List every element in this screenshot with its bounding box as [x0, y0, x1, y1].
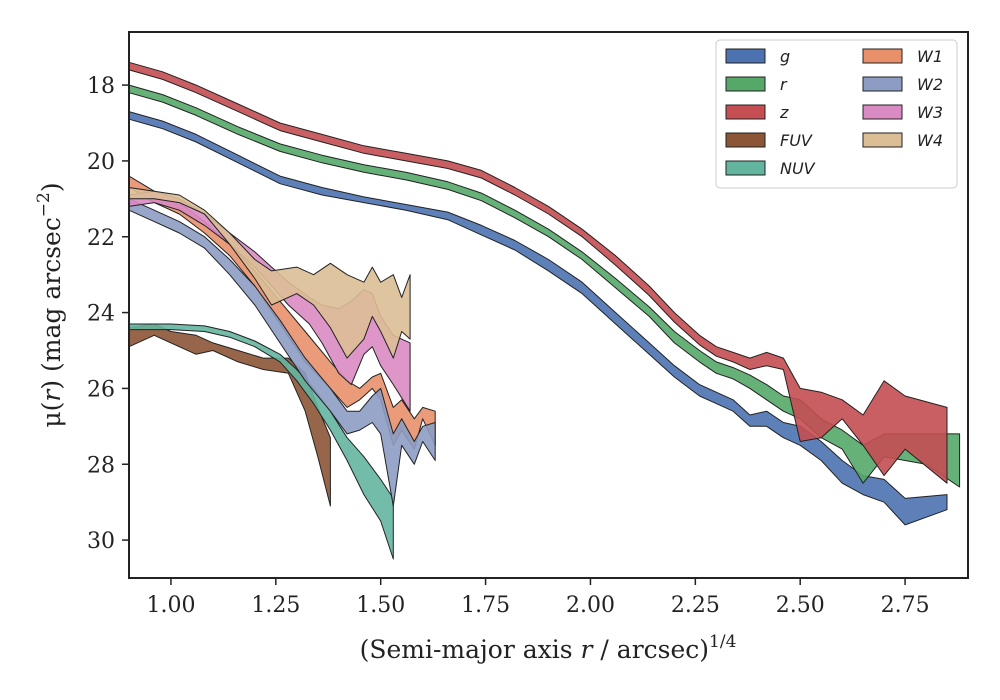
legend-swatch [725, 132, 766, 148]
legend-item-nuv: NUV [725, 159, 816, 178]
series-band-g [128, 111, 948, 526]
legend-item-z: z [725, 103, 789, 122]
legend-swatch [725, 104, 766, 120]
y-axis-label: μ(r) (mag arcsec−2) [34, 182, 66, 427]
legend-item-r: r [725, 75, 788, 94]
legend-label: W4 [917, 131, 943, 150]
legend-label: NUV [780, 159, 816, 178]
y-tick-label: 28 [87, 453, 115, 478]
legend-item-g: g [725, 47, 790, 66]
y-tick-label: 24 [87, 302, 115, 327]
legend-swatch [862, 104, 903, 120]
x-tick-label: 1.75 [461, 593, 510, 618]
legend-items: grz FUV NUV W1 W2 W3 W4 [725, 47, 943, 178]
legend-label: FUV [780, 131, 813, 150]
legend-label: W2 [917, 75, 943, 94]
series-band-w4 [128, 187, 411, 359]
x-tick-label: 1.00 [146, 593, 195, 618]
series-band-nuv [128, 323, 394, 560]
y-tick-label: 18 [87, 74, 115, 99]
legend-label: r [780, 75, 788, 94]
y-tick-label: 30 [87, 529, 115, 554]
x-tick-label: 1.25 [251, 593, 300, 618]
legend-label: z [779, 103, 789, 122]
x-axis-ticks: 1.00 1.25 1.50 1.75 2.00 2.25 2.50 2.75 [146, 578, 930, 618]
plot-frame [128, 31, 969, 579]
x-tick-label: 1.50 [356, 593, 405, 618]
y-tick-label: 20 [87, 150, 115, 175]
legend-item-w2: W2 [862, 75, 943, 94]
legend-swatch [862, 132, 903, 148]
y-tick-label: 22 [87, 226, 115, 251]
legend-swatch [725, 160, 766, 176]
y-axis-ticks: 18 20 22 24 26 28 30 [87, 74, 129, 554]
legend-swatch [862, 76, 903, 92]
legend-item-w1: W1 [862, 47, 943, 66]
x-tick-label: 2.25 [671, 593, 720, 618]
x-tick-label: 2.00 [566, 593, 615, 618]
legend-swatch [725, 76, 766, 92]
series-band-z [128, 61, 948, 484]
legend-label: W1 [917, 47, 943, 66]
legend-item-w3: W3 [862, 103, 943, 122]
y-tick-label: 26 [87, 377, 115, 402]
series-band-r [128, 84, 961, 488]
legend-swatch [862, 48, 903, 64]
legend: grz FUV NUV W1 W2 W3 W4 [715, 39, 958, 189]
legend-swatch [725, 48, 766, 64]
x-axis-label: (Semi-major axis r / arcsec)1/4 [360, 632, 737, 664]
x-tick-label: 2.50 [776, 593, 825, 618]
series-band-w2 [128, 198, 436, 507]
series-layer [128, 61, 961, 560]
x-tick-label: 2.75 [881, 593, 930, 618]
legend-label: g [780, 47, 790, 66]
legend-item-w4: W4 [862, 131, 943, 150]
legend-item-fuv: FUV [725, 131, 813, 150]
series-band-fuv [128, 323, 331, 507]
legend-label: W3 [917, 103, 943, 122]
